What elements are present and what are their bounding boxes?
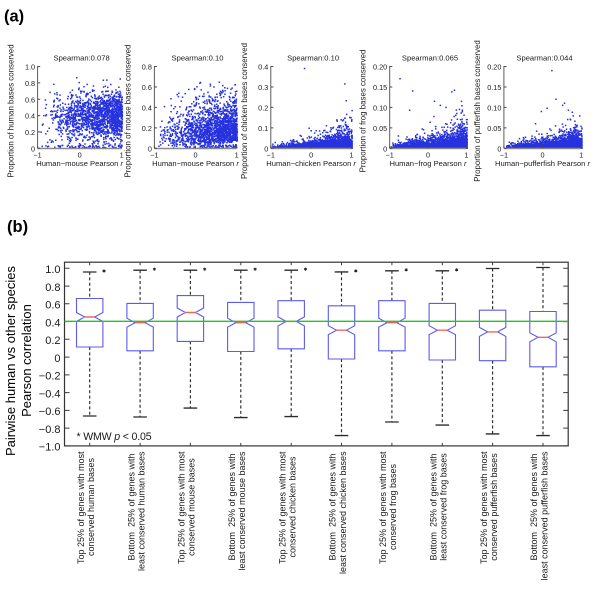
svg-text:−1: −1: [500, 151, 508, 160]
svg-text:Top 25% of genes with most: Top 25% of genes with most: [378, 451, 388, 564]
svg-text:−0.2: −0.2: [39, 371, 61, 383]
svg-text:1: 1: [349, 151, 353, 160]
svg-text:Top 25% of genes with most: Top 25% of genes with most: [76, 451, 86, 564]
svg-text:Top 25% of genes with most: Top 25% of genes with most: [277, 451, 287, 564]
svg-text:0.8: 0.8: [25, 79, 35, 88]
svg-text:0.8: 0.8: [142, 63, 152, 72]
svg-text:conserved human bases: conserved human bases: [86, 457, 96, 556]
svg-text:0.2: 0.2: [142, 124, 152, 133]
svg-text:0: 0: [383, 144, 387, 153]
svg-text:0.8: 0.8: [45, 282, 60, 294]
svg-text:Top 25% of genes with most: Top 25% of genes with most: [479, 451, 489, 564]
svg-text:0: 0: [31, 144, 35, 153]
svg-text:0: 0: [426, 151, 430, 160]
svg-text:−0.4: −0.4: [39, 388, 61, 400]
svg-text:1: 1: [235, 151, 239, 160]
svg-text:Proportion of frog bases conse: Proportion of frog bases conserved: [359, 50, 368, 173]
svg-text:* WMW p < 0.05: * WMW p < 0.05: [77, 431, 152, 443]
svg-text:0.4: 0.4: [258, 63, 268, 72]
svg-text:0: 0: [309, 151, 313, 160]
svg-text:0.10: 0.10: [487, 104, 501, 113]
svg-text:−1.0: −1.0: [39, 442, 61, 454]
svg-text:Proportion of chicken bases co: Proportion of chicken bases conserved: [240, 43, 249, 179]
svg-text:Bottom 25% of genes with: Bottom 25% of genes with: [328, 453, 338, 560]
svg-text:−1: −1: [150, 151, 158, 160]
svg-text:Pearson correlation: Pearson correlation: [19, 304, 34, 417]
svg-text:0: 0: [148, 144, 152, 153]
svg-text:0.4: 0.4: [142, 104, 152, 113]
svg-text:(b): (b): [7, 218, 28, 236]
svg-text:0.2: 0.2: [25, 128, 35, 137]
svg-text:least conserved pufferfish bas: least conserved pufferfish bases: [539, 451, 549, 580]
svg-text:1: 1: [579, 151, 583, 160]
svg-text:0.15: 0.15: [373, 83, 387, 92]
svg-text:0.6: 0.6: [25, 95, 35, 104]
svg-text:0.20: 0.20: [487, 63, 501, 72]
svg-text:−0.6: −0.6: [39, 406, 61, 418]
svg-text:Spearman:0.10: Spearman:0.10: [287, 54, 339, 63]
svg-text:Spearman:0.078: Spearman:0.078: [54, 54, 110, 63]
svg-text:0: 0: [54, 353, 60, 365]
svg-text:least conserved human bases: least conserved human bases: [136, 451, 146, 571]
svg-text:Top 25% of genes with most: Top 25% of genes with most: [177, 451, 187, 564]
svg-text:Bottom 25% of genes with: Bottom 25% of genes with: [429, 453, 439, 560]
svg-text:Spearman:0.065: Spearman:0.065: [402, 54, 458, 63]
svg-text:conserved frog bases: conserved frog bases: [388, 463, 398, 550]
svg-text:0: 0: [193, 151, 197, 160]
svg-text:−0.8: −0.8: [39, 424, 61, 436]
svg-text:Human−mouse Pearson r: Human−mouse Pearson r: [36, 159, 123, 168]
svg-text:0.6: 0.6: [45, 300, 60, 312]
svg-text:Spearman:0.10: Spearman:0.10: [172, 54, 224, 63]
svg-text:Spearman:0.044: Spearman:0.044: [516, 54, 572, 63]
svg-text:0.2: 0.2: [45, 335, 60, 347]
svg-text:0: 0: [264, 144, 268, 153]
svg-text:conserved pufferfish bases: conserved pufferfish bases: [489, 453, 499, 561]
svg-text:0.05: 0.05: [373, 124, 387, 133]
svg-text:0.3: 0.3: [258, 83, 268, 92]
svg-text:0.4: 0.4: [45, 317, 60, 329]
svg-text:0: 0: [497, 144, 501, 153]
svg-text:0.15: 0.15: [487, 83, 501, 92]
svg-text:Bottom 25% of genes with: Bottom 25% of genes with: [126, 453, 136, 560]
svg-text:Human−mouse Pearson r: Human−mouse Pearson r: [152, 159, 239, 168]
svg-text:Human−chicken Pearson r: Human−chicken Pearson r: [266, 159, 356, 168]
svg-text:0.10: 0.10: [373, 104, 387, 113]
svg-text:Pairwise human vs other specie: Pairwise human vs other species: [3, 265, 18, 456]
svg-text:Human−pufferfish Pearson r: Human−pufferfish Pearson r: [495, 159, 591, 168]
svg-text:0: 0: [540, 151, 544, 160]
svg-text:Human−frog Pearson r: Human−frog Pearson r: [389, 159, 467, 168]
svg-text:0.6: 0.6: [142, 83, 152, 92]
svg-text:Proportion of human bases cons: Proportion of human bases conserved: [7, 44, 16, 177]
svg-text:conserved chicken bases: conserved chicken bases: [288, 456, 298, 558]
svg-text:0.1: 0.1: [258, 124, 268, 133]
svg-text:0.4: 0.4: [25, 112, 35, 121]
svg-text:least conserved chicken bases: least conserved chicken bases: [338, 451, 348, 574]
svg-text:0.2: 0.2: [258, 104, 268, 113]
svg-text:1.0: 1.0: [25, 63, 35, 72]
svg-text:Proportion of pufferfish bases: Proportion of pufferfish bases conserved: [473, 40, 482, 182]
svg-text:−1: −1: [386, 151, 394, 160]
svg-text:1: 1: [120, 151, 124, 160]
svg-text:0.05: 0.05: [487, 124, 501, 133]
svg-text:conserved mouse bases: conserved mouse bases: [187, 458, 197, 556]
svg-text:Proportion of mouse bases cons: Proportion of mouse bases conserved: [123, 45, 132, 178]
svg-text:1.0: 1.0: [45, 264, 60, 276]
svg-text:least conserved frog bases: least conserved frog bases: [439, 453, 449, 561]
svg-text:−1: −1: [33, 151, 41, 160]
svg-text:0: 0: [78, 151, 82, 160]
svg-text:0.20: 0.20: [373, 63, 387, 72]
svg-text:−1: −1: [267, 151, 275, 160]
svg-text:Bottom 25% of genes with: Bottom 25% of genes with: [227, 453, 237, 560]
svg-text:(a): (a): [4, 8, 24, 26]
svg-text:Bottom 25% of genes with: Bottom 25% of genes with: [529, 453, 539, 560]
svg-text:1: 1: [464, 151, 468, 160]
svg-text:least conserved mouse bases: least conserved mouse bases: [237, 451, 247, 571]
